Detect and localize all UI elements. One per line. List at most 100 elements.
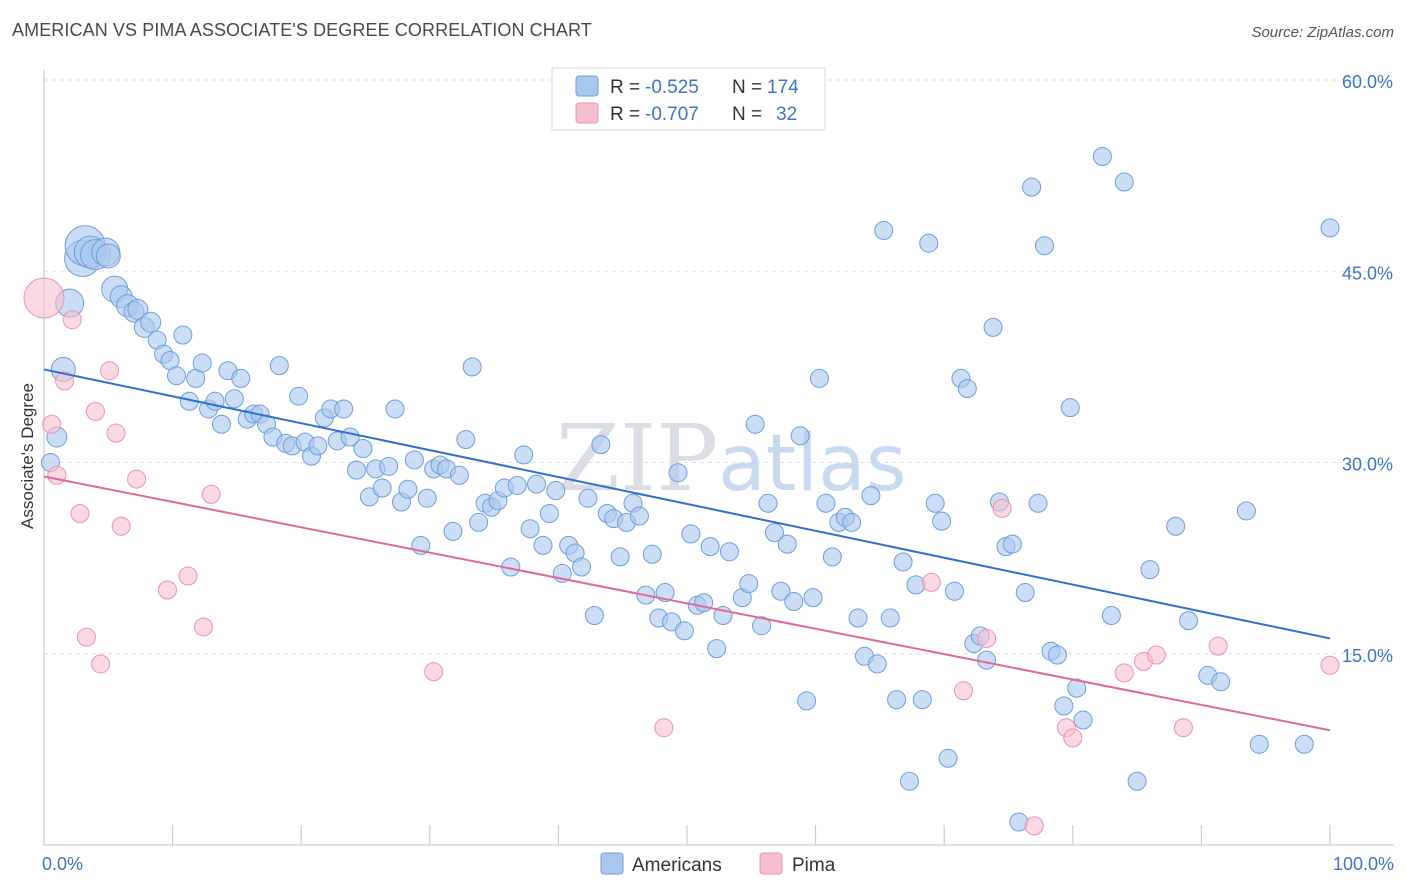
point-americans [404, 450, 424, 470]
gridlines [44, 79, 1394, 655]
x-tick-labels: 0.0% 100.0% [42, 854, 1394, 874]
legend-n-value-pima: 32 [776, 104, 797, 125]
point-americans [572, 557, 592, 577]
point-americans [739, 574, 759, 594]
x-tick-label: 0.0% [42, 854, 83, 874]
point-americans [591, 435, 611, 455]
point-pima [106, 423, 126, 443]
point-americans [867, 654, 887, 674]
point-americans [1320, 218, 1340, 238]
point-americans [308, 436, 328, 456]
point-americans [752, 616, 772, 636]
point-americans [983, 317, 1003, 337]
point-americans [507, 475, 527, 495]
point-americans [584, 606, 604, 625]
point-pima [157, 580, 177, 600]
chart-title: AMERICAN VS PIMA ASSOCIATE'S DEGREE CORR… [12, 20, 592, 40]
point-americans [1067, 678, 1087, 698]
legend-r-value-americans: -0.525 [645, 77, 699, 98]
point-americans [887, 690, 907, 710]
point-americans [1035, 236, 1055, 256]
point-pima [85, 402, 105, 421]
point-pima [127, 469, 147, 489]
y-tick-label: 15.0% [1342, 646, 1393, 666]
point-americans [211, 414, 231, 434]
point-americans [173, 325, 193, 345]
point-americans [231, 368, 251, 388]
point-americans [546, 481, 566, 501]
point-americans [1249, 734, 1269, 754]
point-americans [758, 493, 778, 513]
x-ticks [172, 825, 1331, 845]
point-pima [178, 566, 198, 586]
y-tick-label: 30.0% [1342, 455, 1393, 475]
point-americans [166, 366, 186, 386]
point-pima [1146, 645, 1166, 665]
point-americans [694, 593, 714, 613]
point-pima [42, 414, 62, 434]
point-americans [674, 621, 694, 641]
point-americans [527, 474, 547, 494]
point-americans [449, 465, 469, 485]
legend-swatch-pima [575, 102, 599, 124]
legend-r-value-pima: -0.707 [645, 104, 699, 125]
point-americans [1073, 710, 1093, 730]
point-americans [777, 534, 797, 554]
point-americans [224, 389, 244, 409]
legend-swatch-americans [575, 75, 599, 97]
point-americans [1236, 501, 1256, 521]
point-americans [514, 445, 534, 465]
legend-n-label-pima: N = [732, 104, 762, 125]
legend-n-label-americans: N = [732, 77, 762, 98]
point-pima [23, 277, 65, 319]
point-americans [957, 379, 977, 399]
point-americans [1022, 177, 1042, 197]
point-americans [629, 506, 649, 526]
point-pima [1063, 728, 1083, 748]
point-americans [1060, 398, 1080, 418]
source-credit: Source: ZipAtlas.com [1251, 24, 1394, 41]
trendline-americans [43, 368, 1331, 640]
point-americans [719, 542, 739, 562]
point-americans [707, 639, 727, 659]
point-pima [654, 718, 674, 738]
point-americans [655, 583, 675, 603]
point-americans [269, 356, 289, 376]
point-americans [809, 368, 829, 388]
point-americans [346, 460, 366, 480]
series-americans [40, 93, 1340, 832]
series-pima [23, 277, 1340, 836]
point-americans [790, 426, 810, 446]
point-americans [1211, 672, 1231, 692]
point-pima [1320, 655, 1340, 675]
bottom-legend: Americans Pima [600, 852, 836, 876]
point-americans [745, 414, 765, 434]
point-pima [1024, 816, 1044, 836]
point-americans [192, 353, 212, 373]
point-americans [372, 478, 392, 498]
point-americans [1294, 734, 1314, 754]
trendline-pima [43, 475, 1331, 732]
point-americans [417, 488, 437, 508]
point-pima [76, 627, 96, 647]
point-americans [925, 493, 945, 513]
point-americans [1002, 534, 1022, 554]
legend-r-label-americans: R = [610, 77, 640, 98]
point-americans [385, 399, 405, 419]
point-americans [880, 608, 900, 628]
point-pima [921, 572, 941, 592]
point-americans [456, 430, 476, 450]
point-pima [100, 361, 120, 381]
point-americans [469, 512, 489, 532]
point-americans [289, 386, 309, 406]
point-pima [201, 484, 221, 504]
point-pima [992, 498, 1012, 518]
point-americans [700, 537, 720, 557]
y-tick-label: 45.0% [1342, 263, 1393, 283]
legend-r-label-pima: R = [610, 104, 640, 125]
point-americans [803, 588, 823, 608]
point-americans [642, 544, 662, 564]
point-americans [681, 524, 701, 544]
point-americans [353, 438, 373, 458]
point-americans [899, 771, 919, 791]
